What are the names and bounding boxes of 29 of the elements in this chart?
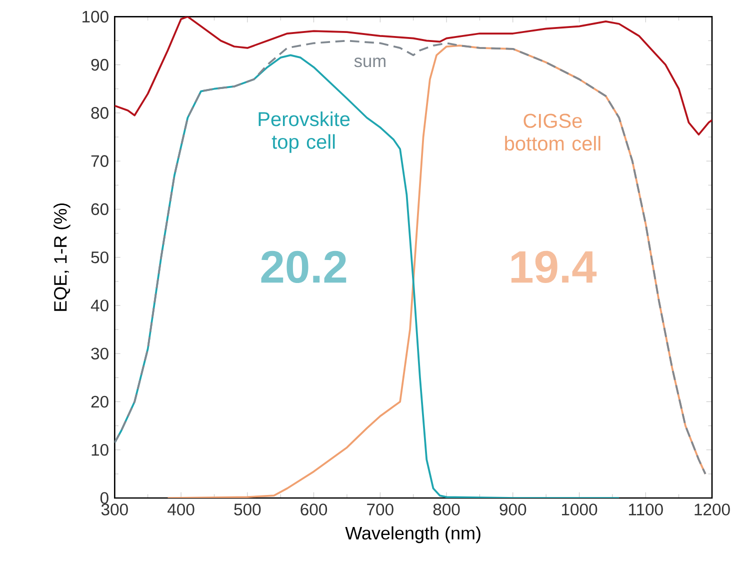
x-tick-label: 1000 <box>562 504 598 516</box>
y-tick-label: 40 <box>90 300 108 312</box>
y-tick-label: 20 <box>91 396 108 408</box>
y-tick-label: 50 <box>91 251 108 264</box>
series-label: sum <box>354 58 386 68</box>
x-tick-label: 500 <box>234 504 261 516</box>
y-tick-label: 60 <box>91 203 108 216</box>
y-tick-label: 70 <box>91 155 108 167</box>
x-tick-label: 800 <box>433 504 460 516</box>
y-tick-label: 80 <box>91 107 108 119</box>
x-tick-label: 600 <box>300 504 328 516</box>
y-tick-label: 100 <box>82 10 108 23</box>
series-label: Perovskite top cell <box>258 112 350 153</box>
x-tick-label: 1200 <box>694 504 730 516</box>
y-tick-label: 30 <box>91 348 108 360</box>
x-tick-label: 1100 <box>628 504 663 516</box>
annotation: 19.4 <box>511 250 597 284</box>
y-tick-label: 10 <box>92 444 108 456</box>
x-tick-label: 700 <box>367 504 394 516</box>
x-axis-title: Wavelength (nm) <box>345 526 480 544</box>
series-label: CIGSe bottom cell <box>505 114 600 151</box>
y-axis-title: EQE, 1-R (%) <box>54 203 70 311</box>
x-tick-label: 400 <box>168 504 194 516</box>
x-tick-label: 300 <box>101 504 128 516</box>
x-tick-label: 900 <box>500 504 526 516</box>
y-tick-label: 90 <box>91 58 108 71</box>
line-series <box>114 16 712 136</box>
annotation: 20.2 <box>261 250 346 284</box>
y-tick-label: 0 <box>100 492 108 504</box>
